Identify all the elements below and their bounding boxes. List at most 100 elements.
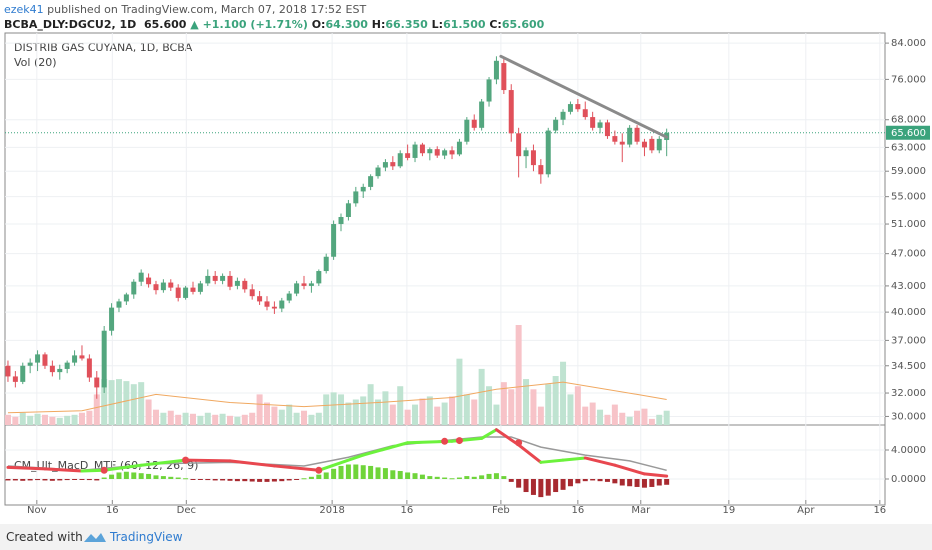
macd-line [480,428,498,440]
histogram-bar [449,478,455,480]
candle-body [138,272,144,282]
volume-bar [182,412,189,425]
histogram-bar [634,478,640,487]
histogram-bar [553,478,559,493]
volume-bar [4,414,11,425]
published: published on TradingView.com, March 07, … [43,3,367,16]
volume-bar [382,391,389,425]
volume-bar [537,406,544,425]
volume-bar [338,394,345,425]
candle-body [183,287,189,298]
histogram-bar [464,476,470,479]
macd-line [494,428,521,447]
macd-line [139,458,188,467]
candle-body [501,63,507,91]
volume-bar [515,325,522,425]
volume-bar [189,413,196,425]
candle-body [308,283,314,286]
histogram-bar [338,465,344,479]
histogram-bar [390,470,396,479]
histogram-bar [5,478,11,481]
volume-bar [493,404,500,425]
histogram-bar [42,478,48,481]
volume-bar [41,414,48,425]
footer: Created with TradingView [0,524,932,550]
o: 64.300 [325,18,368,31]
histogram-bar [479,475,485,479]
candle-body [242,280,248,290]
candle-body [405,153,411,158]
y-tick-label: 30.000 [891,411,926,422]
histogram-bar [656,478,662,486]
volume-bar [308,414,315,425]
candle-body [582,109,588,118]
histogram-bar [138,473,144,479]
histogram-bar [308,476,314,479]
author[interactable]: ezek41 [4,3,44,16]
candle-body [168,282,174,288]
y-tick-label: 43.000 [891,281,926,292]
candle-body [271,306,277,309]
y-tick-label: 59.000 [891,166,926,177]
volume-bar [626,416,633,425]
logo [84,533,106,542]
candle-body [12,376,18,382]
brand[interactable]: TradingView [110,530,183,544]
volume-bar [641,408,648,425]
x-tick-label: Mar [631,505,651,516]
volume-bar [34,413,41,425]
candle-body [397,153,403,167]
candle-body [390,162,396,167]
histogram-bar [183,478,189,480]
volume-bar [375,399,382,425]
histogram-bar [12,478,18,481]
volume-bar [234,416,241,425]
candle-body [530,150,536,166]
macd-line [361,441,410,457]
volume-bar [204,412,211,425]
candle-body [567,104,573,112]
candle-body [316,271,322,284]
histogram-bar [220,478,226,481]
volume-bar [271,406,278,425]
histogram-bar [612,478,618,484]
candle-body [516,133,522,157]
volume-bar [226,415,233,425]
histogram-bar [641,478,647,488]
volume-bar [656,414,663,425]
x-tick-label: 16 [571,505,584,516]
candle-body [434,149,440,156]
macd-line [228,459,276,468]
volume-bar [412,404,419,425]
histogram-bar [345,464,351,479]
histogram-bar [160,476,166,479]
histogram-bar [486,473,492,479]
histogram-bar [116,472,122,479]
volume-bar [249,412,256,425]
volume-bar [138,382,145,425]
candle-body [131,281,137,295]
volume-bar [27,415,34,425]
macd-line [43,467,84,473]
candle-body [294,283,300,294]
volume-bar [463,394,470,425]
histogram-bar [368,465,374,479]
y-tick-label: 32.000 [891,388,926,399]
macd-line [613,463,646,476]
y-tick-label: 40.000 [891,307,926,318]
histogram-bar [649,478,655,487]
candle-body [101,330,107,388]
candle-body [368,176,374,187]
volume-bar [278,409,285,425]
candle-body [479,101,485,128]
histogram-bar [279,478,285,482]
histogram-bar [27,478,33,481]
x-tick-label: Apr [797,505,815,516]
histogram-bar [153,475,159,479]
histogram-bar [190,478,196,480]
h-label: H: [371,18,386,31]
y-tick-label: 37.000 [891,335,926,346]
candle-body [249,289,255,297]
candle-body [412,144,418,158]
crossover-dot [455,437,463,445]
